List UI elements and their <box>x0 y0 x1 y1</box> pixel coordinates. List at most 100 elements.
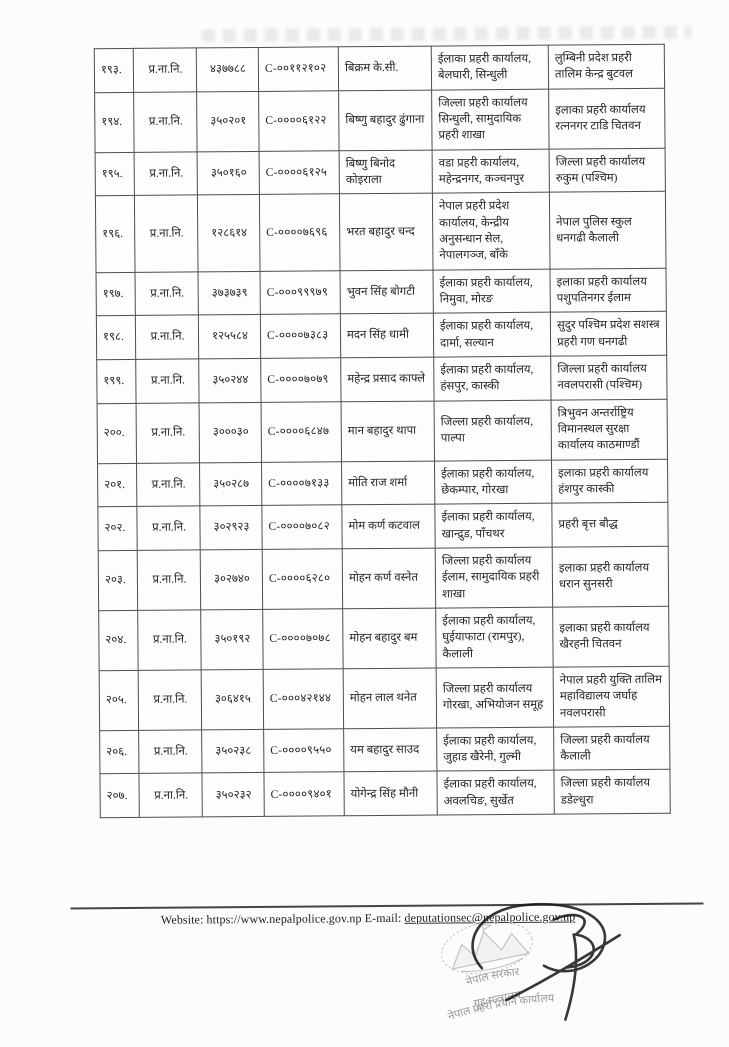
table-row: २०२. प्र.ना.नि. ३०२९२३ C-००००७०८२ मोम कर… <box>97 502 669 551</box>
cell-regiment-number: ३७३७३९ <box>198 271 261 316</box>
cell-citizen-code: C-००००७०७८ <box>262 608 344 670</box>
cell-citizen-code: C-००००६८४७ <box>261 401 342 462</box>
cell-name: मोहन बहादुर बम <box>342 607 437 669</box>
cell-regiment-number: ३०२७४० <box>200 549 263 610</box>
cell-rank: प्र.ना.नि. <box>134 195 199 273</box>
cell-rank: प्र.ना.नि. <box>136 506 201 551</box>
cell-serial-number: १९६. <box>95 195 136 273</box>
cell-name: भरत बहादुर चन्द <box>339 193 434 271</box>
cell-rank: प्र.ना.नि. <box>138 773 203 818</box>
cell-serial-number: २०१. <box>97 462 137 507</box>
cell-current-office: ईलाका प्रहरी कार्यालय, जुहाड खैरेनी, गुल… <box>436 726 554 772</box>
cell-new-office: इलाका प्रहरी कार्यालय खैरहनी चितवन <box>552 606 670 667</box>
cell-name: मदन सिंह धामी <box>340 313 434 358</box>
cell-serial-number: २०४. <box>98 610 139 671</box>
cell-name: बिष्णु बिनोद कोइराला <box>339 149 433 195</box>
cell-regiment-number: ३०००३० <box>199 402 262 463</box>
cell-new-office: नेपाल प्रहरी युक्ति तालिम महाविद्यालय जर… <box>553 666 670 727</box>
cell-citizen-code: C-००००९४०१ <box>263 772 345 817</box>
cell-serial-number: २०५. <box>99 670 139 731</box>
cell-new-office: नेपाल पुलिस स्कुल धनगढी कैलाली <box>549 191 666 269</box>
cell-regiment-number: ३५०२३२ <box>201 772 265 818</box>
cell-current-office: जिल्ला प्रहरी कार्यालय, पाल्पा <box>434 399 552 461</box>
cell-citizen-code: C-००००७६९६ <box>259 194 341 272</box>
cell-regiment-number: ३५०२८७ <box>199 461 262 507</box>
cell-name: मोति राज शर्मा <box>341 460 435 506</box>
police-transfer-table: १९३. प्र.ना.नि. ४३७७८८ C-००११२१०२ बिक्रम… <box>93 43 671 819</box>
cell-citizen-code: C-००००७०८२ <box>261 505 343 550</box>
cell-citizen-code: C-००००६२८० <box>262 548 343 610</box>
cell-current-office: जिल्ला प्रहरी कार्यालय गोरखा, अभियोजन सम… <box>436 666 554 728</box>
cell-citizen-code: C-०००४२१४४ <box>263 668 344 730</box>
cell-name: मोहन लाल थनेत <box>343 667 437 729</box>
cell-rank: प्र.ना.नि. <box>136 402 200 463</box>
cell-rank: प्र.ना.नि. <box>138 669 202 731</box>
cell-serial-number: १९८. <box>96 315 136 360</box>
cell-rank: प्र.ना.नि. <box>137 609 202 671</box>
cell-serial-number: १९९. <box>96 359 137 404</box>
cell-citizen-code: C-००००७०७९ <box>260 357 342 403</box>
cell-regiment-number: १२५५८४ <box>198 314 261 359</box>
table-row: २०३. प्र.ना.नि. ३०२७४० C-००००६२८० मोहन क… <box>98 546 669 611</box>
table-row: १९९. प्र.ना.नि. ३५०२४४ C-००००७०७९ महेन्द… <box>96 355 668 404</box>
cell-regiment-number: ३५०२३८ <box>201 729 264 774</box>
table-row: २०५. प्र.ना.नि. ३०६४१५ C-०००४२१४४ मोहन ल… <box>99 666 670 731</box>
cell-rank: प्र.ना.नि. <box>137 549 201 611</box>
cell-regiment-number: ३०६४१५ <box>201 669 264 730</box>
cell-regiment-number: ४३७७८८ <box>196 47 259 92</box>
table-row: २०७. प्र.ना.नि. ३५०२३२ C-००००९४०१ योगेन्… <box>99 769 671 818</box>
cell-current-office: ईलाका प्रहरी कार्यालय, अवलचिङ, सुर्खेत <box>436 770 555 816</box>
table-row: २०१. प्र.ना.नि. ३५०२८७ C-००००७१३३ मोति र… <box>97 458 668 507</box>
cell-regiment-number: ३०२९२३ <box>199 505 263 550</box>
cell-rank: प्र.ना.नि. <box>135 315 199 360</box>
cell-name: योगेन्द्र सिंह मौनी <box>343 771 438 816</box>
cell-rank: प्र.ना.नि. <box>136 462 200 507</box>
cell-current-office: जिल्ला प्रहरी कार्यालय ईलाम, सामुदायिक प… <box>435 547 553 608</box>
cell-serial-number: २०२. <box>97 506 138 551</box>
handwritten-signature <box>471 902 622 1021</box>
cell-serial-number: २०७. <box>99 773 140 818</box>
cell-new-office: इलाका प्रहरी कार्यालय धरान सुनसरी <box>552 546 669 608</box>
cell-new-office: सुदुर पश्चिम प्रदेश सशस्त्र प्रहरी गण धन… <box>550 311 667 357</box>
cell-name: बिक्रम के.सी. <box>338 46 432 91</box>
cell-current-office: ईलाका प्रहरी कार्यालय, खान्द्रुड, पाँचथर <box>434 503 553 548</box>
table-row: १९३. प्र.ना.नि. ४३७७८८ C-००११२१०२ बिक्रम… <box>94 44 665 93</box>
cell-rank: प्र.ना.नि. <box>134 151 198 196</box>
cell-new-office: त्रिभुवन अन्तर्राष्ट्रिय विमानस्थल सुरक्… <box>551 398 668 460</box>
cell-current-office: ईलाका प्रहरी कार्यालय, हंसपुर, कास्की <box>433 356 552 401</box>
table-row: १९८. प्र.ना.नि. १२५५८४ C-००००७३८३ मदन सि… <box>96 311 667 360</box>
nepal-emblem-icon <box>440 920 533 975</box>
cell-current-office: ईलाका प्रहरी कार्यालय, बेलघारी, सिन्धुली <box>431 45 549 90</box>
scan-bleed-artifact <box>201 25 692 43</box>
cell-regiment-number: ३५०१६० <box>197 151 260 196</box>
cell-name: महेन्द्र प्रसाद काफ्ले <box>340 356 435 402</box>
cell-regiment-number: १२८६१४ <box>197 194 261 272</box>
cell-new-office: जिल्ला प्रहरी कार्यालय नवलपरासी (पश्चिम) <box>550 355 668 400</box>
cell-new-office: इलाका प्रहरी कार्यालय हंशपुर कास्की <box>551 458 668 504</box>
cell-new-office: इलाका प्रहरी कार्यालय पशुपतिनगर ईलाम <box>550 267 667 313</box>
table-row: २०६. प्र.ना.नि. ३५०२३८ C-००००९५५० यम बहा… <box>99 726 670 775</box>
cell-rank: प्र.ना.नि. <box>138 729 202 774</box>
cell-current-office: ईलाका प्रहरी कार्यालय, छेकम्पार, गोरखा <box>434 459 552 505</box>
cell-name: भुवन सिंह बोगटी <box>340 269 434 315</box>
cell-serial-number: १९३. <box>94 48 134 93</box>
table-row: १९७. प्र.ना.नि. ३७३७३९ C-०००९९९७९ भुवन स… <box>96 267 667 316</box>
cell-current-office: ईलाका प्रहरी कार्यालय, निमुवा, मोरङ <box>433 268 551 314</box>
table-row: १९५. प्र.ना.नि. ३५०१६० C-००००६१२५ बिष्णु… <box>95 147 666 197</box>
table-row: १९४. प्र.ना.नि. ३५०२०१ C-००००६१२२ बिष्णु… <box>94 87 666 153</box>
table-body: १९३. प्र.ना.नि. ४३७७८८ C-००११२१०२ बिक्रम… <box>94 44 671 818</box>
cell-citizen-code: C-००००६१२२ <box>258 90 340 152</box>
cell-new-office: इलाका प्रहरी कार्यालय रत्ननगर टाडि चितवन <box>548 87 666 149</box>
cell-citizen-code: C-०००९९९७९ <box>260 270 341 315</box>
cell-current-office: नेपाल प्रहरी प्रदेश कार्यालय, केन्द्रीय … <box>432 192 551 270</box>
cell-serial-number: २०३. <box>98 550 138 611</box>
cell-serial-number: २००. <box>97 402 137 464</box>
cell-current-office: वडा प्रहरी कार्यालय, महेन्द्रनगर, कञ्चनप… <box>432 148 550 194</box>
cell-regiment-number: ३५०२४४ <box>198 358 262 403</box>
cell-citizen-code: C-००००७३८३ <box>260 314 341 359</box>
website-url: https://www.nepalpolice.gov.np <box>206 911 362 927</box>
cell-serial-number: १९५. <box>95 152 135 197</box>
cell-rank: प्र.ना.नि. <box>133 47 197 93</box>
cell-current-office: ईलाका प्रहरी कार्यालय, घुईयाफाटा (रामपुर… <box>435 607 554 668</box>
